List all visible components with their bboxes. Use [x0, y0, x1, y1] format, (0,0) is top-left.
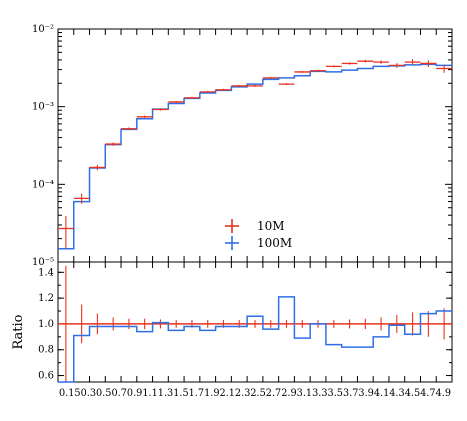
x-tick-labels: 0.150.30.50.70.91.11.31.51.71.92.12.32.5…: [59, 388, 451, 399]
ratio-series-layer: [58, 265, 452, 383]
ratio-y-tick-label: 1.4: [38, 267, 54, 278]
ratio-y-tick-label: 0.6: [38, 371, 54, 382]
top-series-layer: [58, 59, 452, 250]
y-tick-label: 10⁻⁴: [32, 179, 54, 190]
ratio-100M-line: [58, 296, 452, 383]
series-100M-line: [58, 63, 452, 250]
ratio-y-tick-label: 1.2: [38, 293, 54, 304]
y-tick-label: 10⁻⁵: [32, 257, 54, 268]
legend: 10M 100M: [225, 219, 292, 250]
top-panel: 10⁻⁵ 10⁻⁴ 10⁻³ 10⁻²: [32, 24, 453, 268]
ratio-y-tick-label: 1.0: [38, 319, 54, 330]
top-plot-frame: [57, 28, 453, 263]
y-tick-label: 10⁻²: [32, 24, 54, 35]
ratio-y-tick-labels: 0.6 0.8 1.0 1.2 1.4: [38, 267, 54, 381]
legend-label-10M: 10M: [257, 219, 285, 233]
ratio-y-tick-label: 0.8: [38, 345, 54, 356]
x-tick-label: 0.150.30.50.70.91.11.31.51.71.92.12.32.5…: [59, 388, 451, 399]
legend-label-100M: 100M: [257, 236, 292, 250]
ratio-plot-frame: [57, 261, 453, 383]
ratio-axis-title: Ratio: [11, 314, 26, 349]
top-y-tick-labels: 10⁻⁵ 10⁻⁴ 10⁻³ 10⁻²: [32, 24, 54, 268]
y-tick-label: 10⁻³: [32, 102, 54, 113]
top-ticks: [57, 28, 453, 263]
ratio-panel: 0.6 0.8 1.0 1.2 1.4 Ratio: [11, 261, 453, 383]
